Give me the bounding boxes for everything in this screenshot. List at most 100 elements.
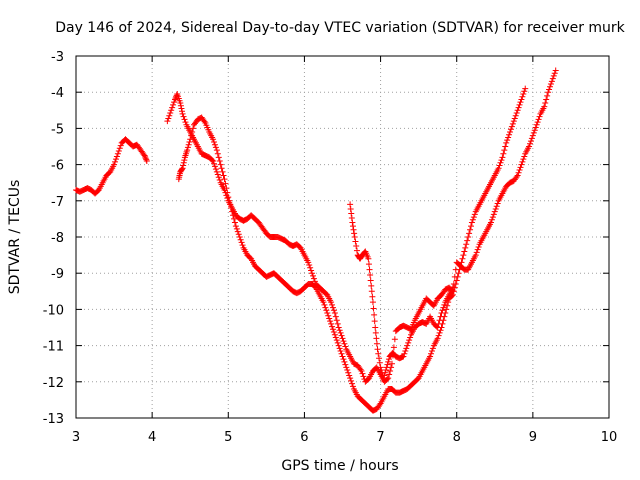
data-point bbox=[348, 214, 355, 221]
data-point bbox=[351, 234, 358, 240]
y-tick-label: -13 bbox=[43, 412, 64, 427]
data-point bbox=[353, 247, 360, 254]
data-point bbox=[214, 171, 221, 178]
data-point bbox=[503, 139, 510, 146]
data-point bbox=[180, 159, 187, 166]
data-point bbox=[180, 162, 187, 169]
data-point bbox=[329, 323, 336, 330]
data-point bbox=[489, 214, 496, 221]
plot-frame bbox=[75, 55, 610, 419]
data-point bbox=[236, 234, 243, 240]
data-point bbox=[515, 104, 522, 111]
data-point bbox=[308, 267, 315, 274]
data-point bbox=[434, 335, 441, 342]
data-point bbox=[473, 249, 480, 256]
data-point bbox=[344, 367, 351, 374]
data-point bbox=[368, 288, 375, 295]
data-point bbox=[546, 83, 553, 90]
data-point bbox=[471, 211, 478, 218]
data-point bbox=[177, 102, 184, 109]
data-point bbox=[461, 248, 468, 255]
y-tick-label: -6 bbox=[51, 159, 64, 174]
data-point bbox=[231, 219, 238, 226]
data-point bbox=[229, 208, 236, 215]
data-point bbox=[488, 216, 495, 223]
data-point bbox=[239, 242, 246, 249]
data-point bbox=[435, 320, 442, 327]
data-point bbox=[380, 375, 387, 382]
data-point bbox=[405, 339, 412, 346]
grid bbox=[76, 56, 609, 418]
data-point bbox=[342, 343, 349, 350]
data-point bbox=[233, 225, 240, 232]
data-point bbox=[220, 172, 227, 179]
data-point bbox=[367, 272, 374, 279]
data-points bbox=[73, 67, 559, 414]
chart-title: Day 146 of 2024, Sidereal Day-to-day VTE… bbox=[55, 20, 625, 36]
data-point bbox=[177, 100, 184, 107]
data-point bbox=[223, 185, 230, 192]
data-point bbox=[346, 372, 353, 379]
data-point bbox=[513, 110, 520, 117]
x-tick-label: 10 bbox=[601, 430, 618, 445]
data-point bbox=[340, 338, 347, 345]
data-point bbox=[376, 355, 383, 362]
data-point bbox=[549, 75, 556, 82]
data-point bbox=[340, 356, 347, 363]
data-point bbox=[338, 350, 345, 357]
data-point bbox=[440, 304, 447, 311]
data-point bbox=[434, 324, 441, 331]
data-point bbox=[333, 317, 340, 324]
data-point bbox=[510, 118, 517, 125]
data-point bbox=[339, 353, 346, 360]
data-point bbox=[225, 194, 232, 201]
data-point bbox=[325, 312, 332, 319]
data-point bbox=[469, 216, 476, 223]
data-point bbox=[338, 332, 345, 339]
data-point bbox=[184, 147, 191, 154]
data-point bbox=[323, 307, 330, 314]
data-point bbox=[374, 346, 381, 353]
data-point bbox=[347, 375, 354, 382]
data-point bbox=[309, 272, 316, 279]
data-point bbox=[215, 154, 222, 161]
x-tick-label: 5 bbox=[224, 430, 232, 445]
data-point bbox=[179, 108, 186, 115]
data-point bbox=[365, 255, 372, 262]
y-tick-label: -5 bbox=[51, 122, 64, 137]
x-tick-label: 6 bbox=[300, 430, 308, 445]
data-point bbox=[201, 118, 208, 125]
data-point bbox=[341, 340, 348, 347]
data-point bbox=[164, 118, 171, 125]
data-point bbox=[512, 112, 519, 119]
data-point bbox=[459, 255, 466, 262]
data-point bbox=[467, 226, 474, 233]
series-4 bbox=[347, 201, 456, 382]
data-point bbox=[181, 116, 188, 123]
data-point bbox=[181, 157, 188, 164]
data-point bbox=[311, 278, 318, 285]
data-point bbox=[222, 180, 229, 187]
data-point bbox=[372, 329, 379, 336]
data-point bbox=[381, 372, 388, 379]
x-tick-label: 4 bbox=[148, 430, 156, 445]
data-point bbox=[546, 86, 553, 93]
data-point bbox=[470, 214, 477, 221]
y-tick-label: -3 bbox=[51, 50, 64, 65]
data-point bbox=[542, 100, 549, 107]
series-1 bbox=[73, 136, 150, 197]
data-point bbox=[232, 223, 239, 230]
data-point bbox=[487, 219, 494, 226]
data-point bbox=[366, 266, 373, 273]
data-point bbox=[329, 301, 336, 308]
y-tick-label: -11 bbox=[43, 340, 64, 355]
data-point bbox=[351, 230, 358, 237]
data-point bbox=[441, 301, 448, 308]
data-point bbox=[519, 93, 526, 100]
data-point bbox=[513, 173, 520, 180]
data-point bbox=[475, 243, 482, 250]
y-tick-label: -12 bbox=[43, 376, 64, 391]
data-point bbox=[462, 244, 469, 251]
data-point bbox=[310, 275, 317, 282]
data-point bbox=[401, 350, 408, 357]
